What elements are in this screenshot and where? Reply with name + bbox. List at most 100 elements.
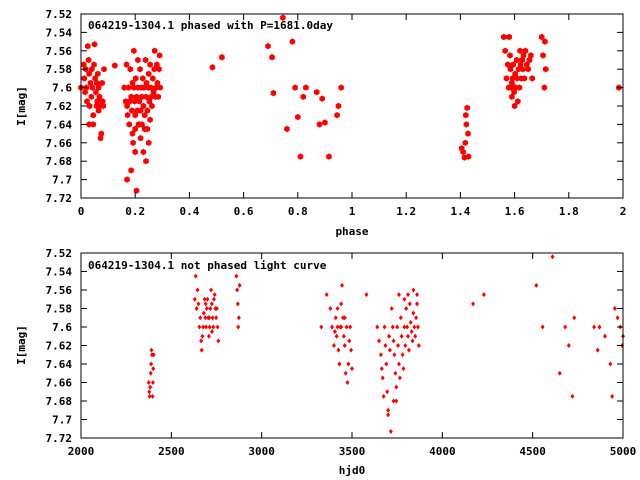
unphased-x-axis-label: hjd0 [339,464,366,477]
unphased-data-point [471,301,476,307]
unphased-plot-title: 064219-1304.1 not phased light curve [88,259,327,272]
unphased-axis-ticks: 2000 2500 3000 3500 4000 4500 5000 7.52 7.54 7.56… [46,247,637,458]
unphased-data-point [339,301,344,307]
unphased-data-point [394,398,399,404]
unphased-data-point [405,324,410,330]
phased-data-point [81,75,88,82]
phased-data-point [126,121,133,128]
unphased-x-tick-label: 3500 [339,445,366,458]
phased-data-point [209,64,216,71]
phased-data-point [94,98,101,105]
phased-data-point [507,52,513,59]
phased-data-point [95,70,101,77]
phased-data-point [335,102,342,110]
unphased-data-point [147,389,152,395]
unphased-data-point [207,315,212,321]
unphased-data-point [379,366,384,372]
phased-x-tick-label: 0.6 [234,205,254,218]
phased-data-point [91,61,97,68]
unphased-data-point [349,347,354,353]
unphased-data-point [415,292,420,298]
phased-data-point [511,89,517,96]
unphased-data-point [398,315,403,321]
phased-data-point [219,54,225,61]
phased-data-point [538,33,545,41]
phased-data-point [509,93,515,100]
phased-data-point [510,61,517,68]
phased-data-point [522,47,529,54]
unphased-data-point [597,324,602,330]
phased-y-tick-label: 7.7 [52,174,72,187]
phased-data-point [540,52,546,59]
phased-data-point [338,84,344,91]
phased-y-tick-label: 7.72 [46,192,73,205]
phased-data-point [529,75,535,82]
unphased-data-point [206,333,211,339]
phased-data-point [99,79,105,87]
unphased-data-point [563,324,568,330]
phased-data-point [515,98,521,105]
phased-data-point [132,125,138,133]
phased-data-point [89,84,96,91]
unphased-data-point [341,333,346,339]
phased-x-tick-label: 1.6 [505,205,525,218]
unphased-data-point [201,310,206,316]
unphased-data-point [328,306,333,311]
phased-data-point [129,107,135,114]
phased-y-tick-label: 7.6 [52,82,72,95]
unphased-data-point [198,315,203,321]
phased-data-point [517,47,523,54]
unphased-data-point [211,324,216,330]
unphased-y-axis-label: I[mag] [15,325,28,365]
phased-data-point [131,47,137,54]
phased-data-point [503,75,510,82]
unphased-data-point [339,324,344,330]
unphased-data-point [202,296,207,302]
phased-data-point [141,84,147,91]
unphased-data-point [410,338,415,344]
unphased-data-point [406,292,411,298]
phased-data-point [125,84,132,91]
unphased-data-point [343,370,348,376]
phased-data-point [502,47,508,54]
unphased-data-point [381,393,386,399]
unphased-data-point [216,338,221,344]
phased-data-point [300,93,306,100]
unphased-data-point [566,343,571,348]
phased-data-point [91,41,98,48]
unphased-data-point [391,398,396,404]
phased-data-point [542,66,549,73]
unphased-data-point [148,370,153,376]
unphased-light-curve-panel: 2000 2500 3000 3500 4000 4500 5000 7.52 7.54 7.56… [15,247,636,477]
phased-y-tick-label: 7.66 [46,137,73,150]
unphased-data-point [396,292,401,298]
phased-data-point [280,14,286,21]
phased-data-point [130,139,136,146]
unphased-data-point [403,343,408,348]
phased-data-point [131,98,138,105]
phased-data-point [314,89,320,96]
unphased-data-point [386,412,391,418]
unphased-data-point [595,347,600,353]
phased-data-point [156,66,162,73]
unphased-y-tick-label: 7.52 [46,247,73,260]
unphased-data-point [332,329,337,335]
unphased-data-point [151,352,156,358]
unphased-y-tick-label: 7.7 [52,414,72,427]
phased-data-point [80,61,87,68]
phased-data-point [520,52,527,59]
phased-axis-ticks: 0 0.2 0.4 0.6 0.8 1 1.2 1.4 1.6 1.8 2 7.52 7.54 7.56 7… [46,8,627,218]
phased-x-axis-label: phase [335,225,368,238]
phased-data-point [509,75,516,82]
unphased-data-point [214,315,219,321]
unphased-data-point [234,273,239,279]
phased-data-point [95,107,102,114]
unphased-data-point [557,370,562,376]
unphased-data-point [394,384,399,390]
unphased-data-point [214,306,219,311]
phased-y-tick-label: 7.58 [46,63,73,76]
unphased-data-point [199,347,204,353]
phased-data-point [155,93,162,100]
phased-data-point [519,66,526,73]
phased-data-point [465,130,471,137]
